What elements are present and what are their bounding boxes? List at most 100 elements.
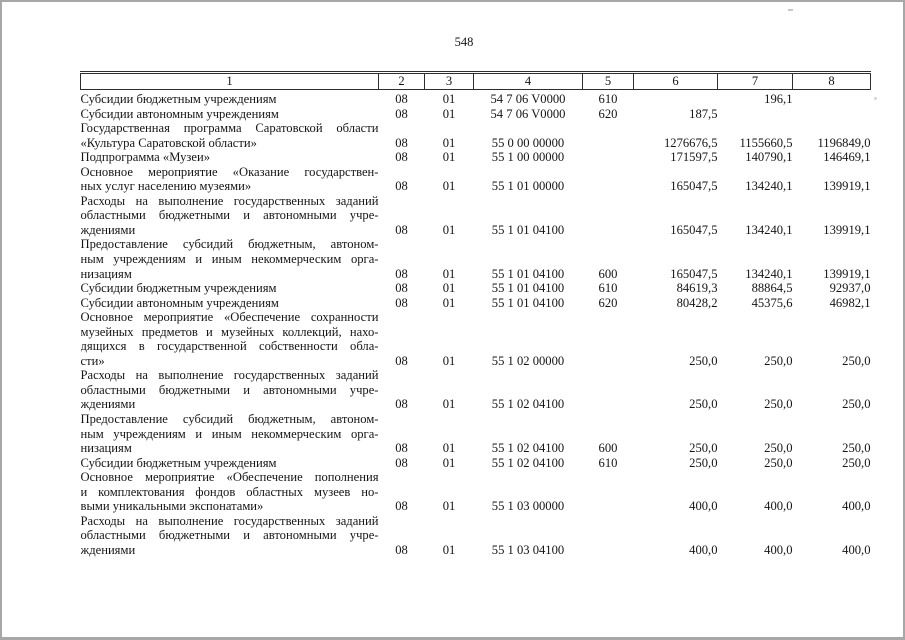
cell-c4: 55 1 01 00000 (491, 179, 565, 194)
name-line: Подпрограмма «Музеи» (80, 150, 211, 165)
cell-c3: 01 (442, 455, 456, 470)
cell-c5 (583, 121, 634, 150)
table-row: Предоставление субсидий бюджетным, автон… (81, 412, 871, 456)
scan-artifact (788, 9, 793, 11)
column-header-6: 6 (633, 71, 718, 90)
cell-c5 (583, 514, 634, 558)
cell-c7: 134240,1 (745, 222, 793, 237)
cell-c2: 08 (395, 281, 408, 296)
cell-c7: 140790,1 (745, 150, 793, 165)
cell-c5: 600 (598, 441, 618, 456)
cell-c2: 08 (395, 150, 408, 165)
cell-c4: 55 1 01 04100 (491, 281, 565, 296)
name-line: ждениями (80, 542, 136, 557)
cell-c4: 54 7 06 V0000 (490, 106, 566, 121)
cell-c7: 134240,1 (745, 266, 793, 281)
cell-c3: 01 (442, 222, 456, 237)
cell-c7: 250,0 (764, 353, 793, 368)
cell-c4: 55 1 02 04100 (491, 397, 565, 412)
cell-c7: 250,0 (764, 441, 793, 456)
cell-c5 (583, 470, 634, 514)
name-cell: Подпрограмма «Музеи» (81, 150, 379, 165)
cell-c6: 1276676,5 (663, 135, 718, 150)
cell-c8: 250,0 (842, 397, 871, 412)
cell-c2: 08 (395, 135, 408, 150)
name-cell: Субсидии автономным учреждениям (81, 107, 379, 122)
page-number: 548 (454, 35, 474, 49)
cell-c5 (583, 194, 634, 238)
table-row: Предоставление субсидий бюджетным, автон… (81, 237, 871, 281)
name-line: Субсидии бюджетным учреждениям (80, 455, 277, 470)
name-cell: Субсидии бюджетным учреждениям (81, 281, 379, 296)
table-row: Основное мероприятие «Обеспечение пополн… (81, 470, 871, 514)
name-line: областными бюджетными и автономными учре… (80, 382, 379, 397)
cell-c5 (583, 165, 634, 194)
cell-c6: 250,0 (689, 397, 718, 412)
cell-c5 (583, 310, 634, 368)
name-line: ждениями (80, 222, 136, 237)
name-cell: Основное мероприятие «Обеспечение пополн… (81, 470, 379, 514)
name-line: областными бюджетными и автономными учре… (80, 208, 379, 223)
name-line: выми уникальными экспонатами» (80, 499, 264, 514)
scan-artifact (874, 97, 877, 100)
cell-c4: 55 1 02 04100 (491, 455, 565, 470)
table-row: Государственная программа Саратовской об… (81, 121, 871, 150)
table-row: Подпрограмма «Музеи» 08 01 55 1 00 00000 171… (81, 150, 871, 165)
column-header-5: 5 (582, 71, 634, 90)
cell-c6: 250,0 (689, 441, 718, 456)
name-line: ждениями (80, 397, 136, 412)
cell-c8: 400,0 (842, 542, 871, 557)
name-cell: Предоставление субсидий бюджетным, автон… (81, 412, 379, 456)
cell-c3: 01 (442, 92, 456, 106)
name-cell: Субсидии автономным учреждениям (81, 296, 379, 311)
cell-c3: 01 (442, 106, 456, 121)
cell-c6: 80428,2 (676, 295, 718, 310)
cell-c7: 88864,5 (751, 281, 793, 296)
table-row: Расходы на выполнение государственных за… (81, 514, 871, 558)
name-line: Основное мероприятие «Оказание государст… (80, 164, 379, 179)
cell-c5: 620 (598, 106, 618, 121)
cell-c2: 08 (395, 106, 408, 121)
cell-c5 (583, 368, 634, 412)
cell-c5: 610 (598, 92, 618, 106)
cell-c2: 08 (395, 179, 408, 194)
cell-c4: 55 1 03 00000 (491, 499, 565, 514)
name-line: Субсидии бюджетным учреждениям (80, 281, 277, 296)
name-cell: Основное мероприятие «Оказание государст… (81, 165, 379, 194)
cell-c4: 55 1 02 00000 (491, 353, 565, 368)
column-header-8: 8 (792, 71, 871, 90)
name-line: ным учреждениям и иным некоммерческим ор… (80, 426, 379, 441)
column-header-1: 1 (80, 71, 379, 90)
cell-c8: 139919,1 (823, 222, 871, 237)
cell-c8: 400,0 (842, 499, 871, 514)
cell-c3: 01 (442, 397, 456, 412)
cell-c6: 187,5 (689, 106, 718, 121)
cell-c7: 1155660,5 (739, 135, 793, 150)
cell-c3: 01 (442, 499, 456, 514)
cell-c6 (634, 90, 718, 107)
name-line: ных услуг населению музеями» (80, 179, 252, 194)
table-body: Субсидии бюджетным учреждениям 08 01 54 7 0… (81, 90, 871, 558)
name-cell: Расходы на выполнение государственных за… (81, 514, 379, 558)
cell-c8: 92937,0 (829, 281, 871, 296)
cell-c7: 250,0 (764, 397, 793, 412)
cell-c2: 08 (395, 353, 408, 368)
table-row: Основное мероприятие «Обеспечение сохран… (81, 310, 871, 368)
cell-c3: 01 (442, 353, 456, 368)
column-header-3: 3 (424, 71, 474, 90)
cell-c3: 01 (442, 179, 456, 194)
name-line: сти» (80, 353, 105, 368)
cell-c7: 196,1 (764, 92, 793, 106)
name-line: Основное мероприятие «Обеспечение пополн… (80, 470, 379, 485)
cell-c8 (793, 107, 871, 122)
cell-c6: 400,0 (689, 542, 718, 557)
name-cell: Государственная программа Саратовской об… (81, 121, 379, 150)
cell-c4: 55 0 00 00000 (491, 135, 565, 150)
table-row: Расходы на выполнение государственных за… (81, 368, 871, 412)
cell-c7: 400,0 (764, 499, 793, 514)
cell-c4: 55 1 01 04100 (491, 295, 565, 310)
cell-c6: 165047,5 (670, 179, 718, 194)
cell-c8: 146469,1 (823, 150, 871, 165)
